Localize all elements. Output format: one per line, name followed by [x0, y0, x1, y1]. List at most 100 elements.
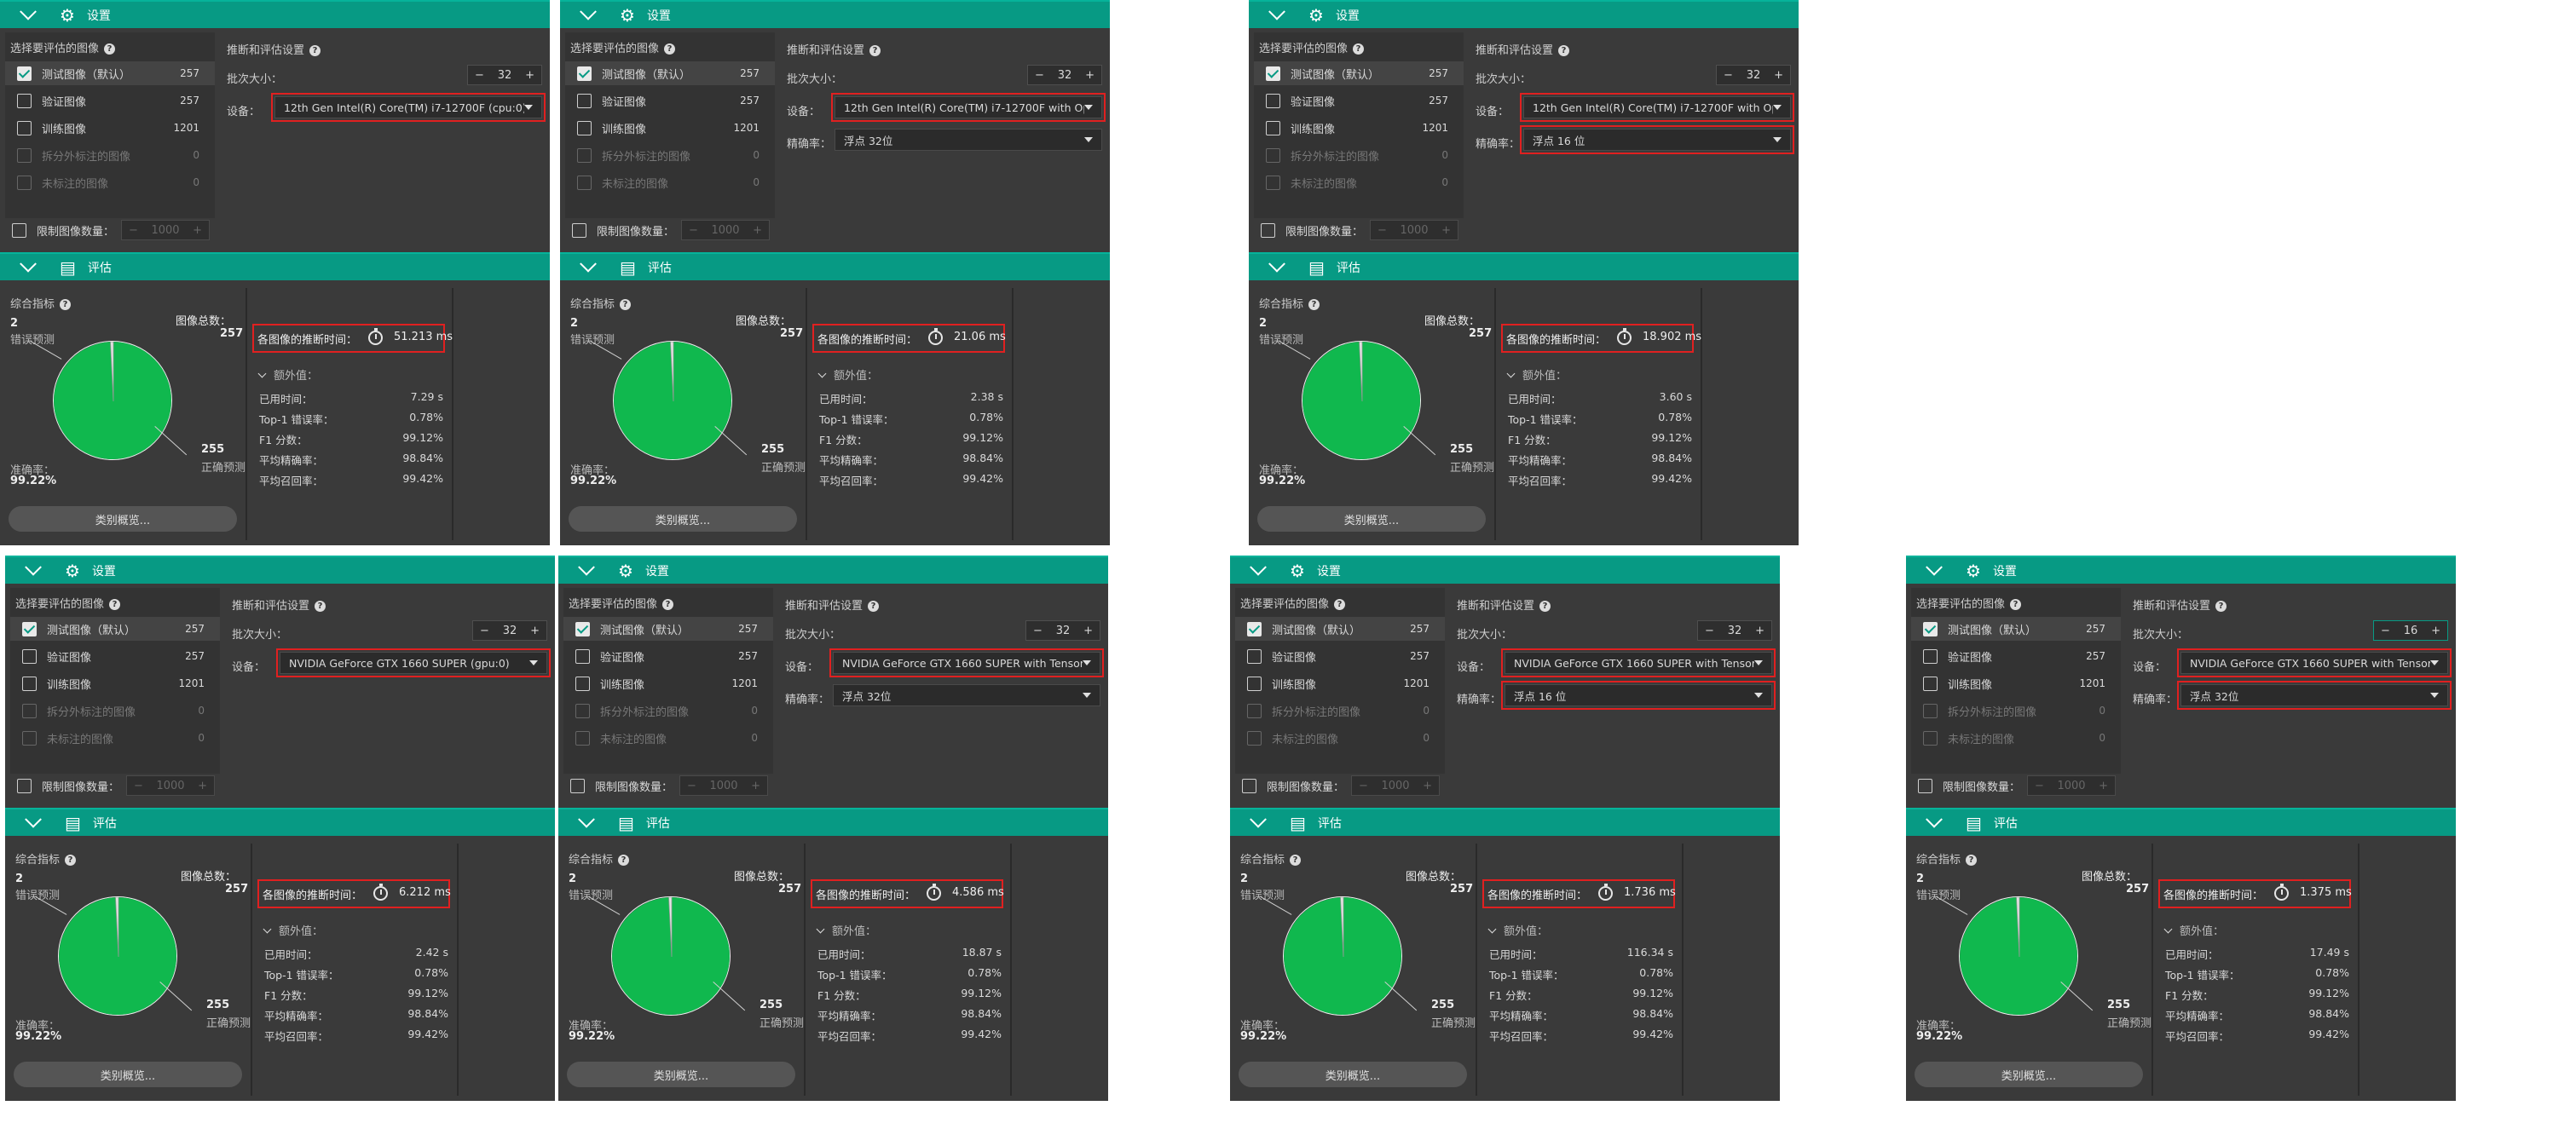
limit-images-checkbox[interactable] — [570, 778, 585, 793]
image-set-row[interactable]: 验证图像 257 — [1911, 644, 2121, 668]
image-set-row[interactable]: 测试图像（默认） 257 — [5, 61, 215, 85]
image-set-row[interactable]: 测试图像（默认） 257 — [565, 61, 775, 85]
image-set-row[interactable]: 测试图像（默认） 257 — [1254, 61, 1464, 85]
plus-icon[interactable]: + — [198, 779, 207, 792]
plus-icon[interactable]: + — [193, 223, 202, 237]
plus-icon[interactable]: + — [530, 624, 540, 637]
extras-toggle[interactable]: 额外值： — [1487, 922, 1548, 938]
device-select[interactable]: 12th Gen Intel(R) Core(TM) i7-12700F (cp… — [274, 96, 542, 118]
chevron-down-icon[interactable] — [817, 369, 827, 378]
help-icon[interactable]: ? — [1558, 45, 1570, 56]
extras-toggle[interactable]: 额外值： — [1506, 366, 1567, 383]
plus-icon[interactable]: + — [1774, 68, 1783, 82]
chevron-down-icon[interactable] — [816, 924, 825, 934]
plus-icon[interactable]: + — [751, 779, 760, 792]
plus-icon[interactable]: + — [1423, 779, 1432, 792]
precision-select[interactable]: 浮点 16 位 — [1523, 129, 1791, 151]
class-overview-button[interactable]: 类别概览... — [569, 506, 797, 532]
image-set-checkbox[interactable] — [1266, 120, 1280, 135]
image-set-checkbox[interactable] — [1266, 66, 1280, 81]
class-overview-button[interactable]: 类别概览... — [1257, 506, 1486, 532]
chevron-down-icon[interactable] — [1268, 255, 1285, 273]
batch-size-spinner[interactable]: − 32 + — [1716, 65, 1791, 85]
image-set-row[interactable]: 测试图像（默认） 257 — [563, 617, 773, 641]
batch-size-spinner[interactable]: − 16 + — [2373, 620, 2448, 641]
minus-icon[interactable]: − — [1359, 779, 1368, 792]
chevron-down-icon[interactable] — [1926, 810, 1943, 828]
image-set-row[interactable]: 测试图像（默认） 257 — [10, 617, 220, 641]
chevron-down-icon[interactable] — [25, 558, 42, 576]
help-icon[interactable]: ? — [662, 599, 674, 610]
image-set-checkbox[interactable] — [575, 648, 590, 664]
chevron-down-icon[interactable] — [20, 3, 37, 20]
chevron-down-icon[interactable] — [25, 810, 42, 828]
chevron-down-icon[interactable] — [1926, 558, 1943, 576]
image-set-checkbox[interactable] — [22, 676, 37, 691]
image-set-row[interactable]: 验证图像 257 — [1235, 644, 1445, 668]
device-select[interactable]: NVIDIA GeForce GTX 1660 SUPER (gpu:0) — [280, 652, 547, 674]
help-icon[interactable]: ? — [315, 601, 326, 612]
image-set-row[interactable]: 训练图像 1201 — [1911, 671, 2121, 695]
evaluation-header[interactable]: ▤ 评估 — [560, 252, 1110, 280]
help-icon[interactable]: ? — [1966, 855, 1978, 866]
image-set-checkbox[interactable] — [22, 621, 37, 636]
evaluation-header[interactable]: ▤ 评估 — [1230, 808, 1780, 836]
plus-icon[interactable]: + — [1085, 68, 1095, 82]
image-set-checkbox[interactable] — [1923, 676, 1938, 691]
image-set-checkbox[interactable] — [17, 66, 32, 81]
class-overview-button[interactable]: 类别概览... — [567, 1062, 795, 1087]
image-set-row[interactable]: 训练图像 1201 — [10, 671, 220, 695]
minus-icon[interactable]: − — [1724, 68, 1733, 82]
batch-size-spinner[interactable]: − 32 + — [467, 65, 542, 85]
limit-images-spinner[interactable]: − 1000 + — [121, 220, 210, 240]
image-set-row[interactable]: 验证图像 257 — [10, 644, 220, 668]
device-select[interactable]: NVIDIA GeForce GTX 1660 SUPER with Tenso… — [1505, 652, 1772, 674]
chevron-down-icon[interactable] — [1506, 369, 1516, 378]
minus-icon[interactable]: − — [2381, 624, 2390, 637]
limit-images-spinner[interactable]: − 1000 + — [1370, 220, 1458, 240]
class-overview-button[interactable]: 类别概览... — [14, 1062, 242, 1087]
help-icon[interactable]: ? — [2215, 601, 2227, 612]
chevron-down-icon[interactable] — [578, 810, 595, 828]
evaluation-header[interactable]: ▤ 评估 — [558, 808, 1108, 836]
extras-toggle[interactable]: 额外值： — [817, 366, 878, 383]
evaluation-header[interactable]: ▤ 评估 — [5, 808, 555, 836]
settings-header[interactable]: ⚙ 设置 — [5, 556, 555, 584]
image-set-row[interactable]: 验证图像 257 — [563, 644, 773, 668]
settings-header[interactable]: ⚙ 设置 — [0, 0, 550, 28]
plus-icon[interactable]: + — [2099, 779, 2108, 792]
help-icon[interactable]: ? — [1353, 43, 1365, 55]
image-set-row[interactable]: 验证图像 257 — [565, 89, 775, 112]
class-overview-button[interactable]: 类别概览... — [1915, 1062, 2143, 1087]
help-icon[interactable]: ? — [869, 45, 881, 56]
image-set-row[interactable]: 测试图像（默认） 257 — [1235, 617, 1445, 641]
image-set-checkbox[interactable] — [575, 676, 590, 691]
help-icon[interactable]: ? — [868, 601, 880, 612]
image-set-row[interactable]: 训练图像 1201 — [563, 671, 773, 695]
chevron-down-icon[interactable] — [257, 369, 267, 378]
minus-icon[interactable]: − — [689, 223, 698, 237]
image-set-row[interactable]: 训练图像 1201 — [1235, 671, 1445, 695]
limit-images-spinner[interactable]: − 1000 + — [1351, 775, 1440, 796]
precision-select[interactable]: 浮点 32位 — [835, 129, 1102, 151]
chevron-down-icon[interactable] — [2163, 924, 2173, 934]
limit-images-spinner[interactable]: − 1000 + — [2027, 775, 2116, 796]
minus-icon[interactable]: − — [1035, 68, 1044, 82]
help-icon[interactable]: ? — [2010, 599, 2022, 610]
settings-header[interactable]: ⚙ 设置 — [560, 0, 1110, 28]
plus-icon[interactable]: + — [1083, 624, 1093, 637]
minus-icon[interactable]: − — [129, 223, 138, 237]
help-icon[interactable]: ? — [104, 43, 116, 55]
image-set-checkbox[interactable] — [1247, 648, 1262, 664]
help-icon[interactable]: ? — [1308, 299, 1320, 310]
batch-size-spinner[interactable]: − 32 + — [1697, 620, 1772, 641]
settings-header[interactable]: ⚙ 设置 — [1249, 0, 1799, 28]
limit-images-checkbox[interactable] — [1261, 222, 1275, 238]
settings-header[interactable]: ⚙ 设置 — [1906, 556, 2456, 584]
precision-select[interactable]: 浮点 32位 — [2180, 684, 2448, 706]
image-set-checkbox[interactable] — [1923, 648, 1938, 664]
plus-icon[interactable]: + — [1441, 223, 1451, 237]
minus-icon[interactable]: − — [1033, 624, 1043, 637]
help-icon[interactable]: ? — [1539, 601, 1551, 612]
limit-images-spinner[interactable]: − 1000 + — [126, 775, 215, 796]
